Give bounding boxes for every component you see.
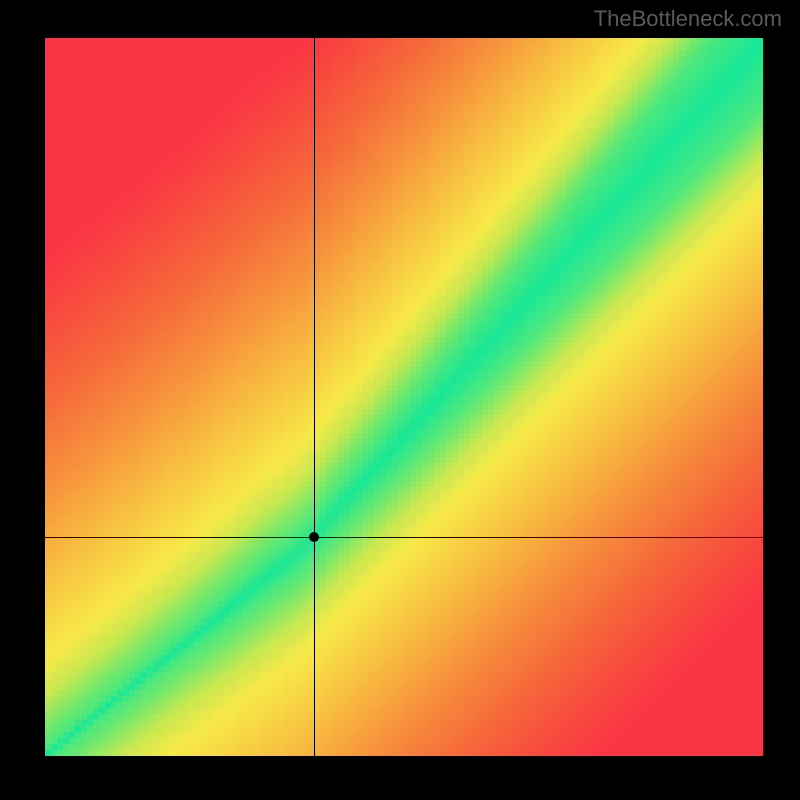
heatmap-plot — [45, 38, 763, 756]
crosshair-vertical — [314, 38, 315, 756]
watermark-text: TheBottleneck.com — [594, 6, 782, 32]
crosshair-marker — [309, 532, 319, 542]
heatmap-canvas — [45, 38, 763, 756]
crosshair-horizontal — [45, 537, 763, 538]
